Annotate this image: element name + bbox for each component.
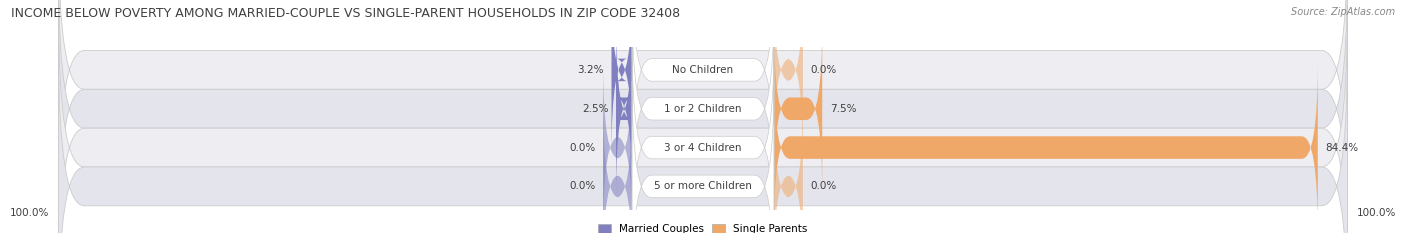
FancyBboxPatch shape: [59, 51, 1347, 233]
Text: 0.0%: 0.0%: [811, 65, 837, 75]
FancyBboxPatch shape: [773, 101, 803, 233]
Text: 0.0%: 0.0%: [569, 143, 595, 153]
FancyBboxPatch shape: [773, 0, 803, 156]
FancyBboxPatch shape: [633, 0, 773, 175]
FancyBboxPatch shape: [633, 3, 773, 214]
Text: 0.0%: 0.0%: [569, 182, 595, 191]
Text: Source: ZipAtlas.com: Source: ZipAtlas.com: [1291, 7, 1395, 17]
Text: 5 or more Children: 5 or more Children: [654, 182, 752, 191]
FancyBboxPatch shape: [616, 23, 633, 195]
Text: 0.0%: 0.0%: [811, 182, 837, 191]
Text: 1 or 2 Children: 1 or 2 Children: [664, 104, 742, 114]
FancyBboxPatch shape: [59, 12, 1347, 233]
Text: 3.2%: 3.2%: [578, 65, 603, 75]
Legend: Married Couples, Single Parents: Married Couples, Single Parents: [599, 224, 807, 233]
Text: INCOME BELOW POVERTY AMONG MARRIED-COUPLE VS SINGLE-PARENT HOUSEHOLDS IN ZIP COD: INCOME BELOW POVERTY AMONG MARRIED-COUPL…: [11, 7, 681, 20]
FancyBboxPatch shape: [773, 23, 823, 195]
Text: 7.5%: 7.5%: [830, 104, 856, 114]
FancyBboxPatch shape: [603, 62, 633, 233]
FancyBboxPatch shape: [633, 42, 773, 233]
Text: 2.5%: 2.5%: [582, 104, 609, 114]
Text: 84.4%: 84.4%: [1326, 143, 1358, 153]
FancyBboxPatch shape: [603, 101, 633, 233]
Text: 100.0%: 100.0%: [1357, 208, 1396, 218]
Text: 100.0%: 100.0%: [10, 208, 49, 218]
FancyBboxPatch shape: [633, 81, 773, 233]
FancyBboxPatch shape: [59, 0, 1347, 233]
FancyBboxPatch shape: [612, 0, 633, 156]
FancyBboxPatch shape: [59, 0, 1347, 206]
FancyBboxPatch shape: [773, 62, 1317, 233]
Text: 3 or 4 Children: 3 or 4 Children: [664, 143, 742, 153]
Text: No Children: No Children: [672, 65, 734, 75]
